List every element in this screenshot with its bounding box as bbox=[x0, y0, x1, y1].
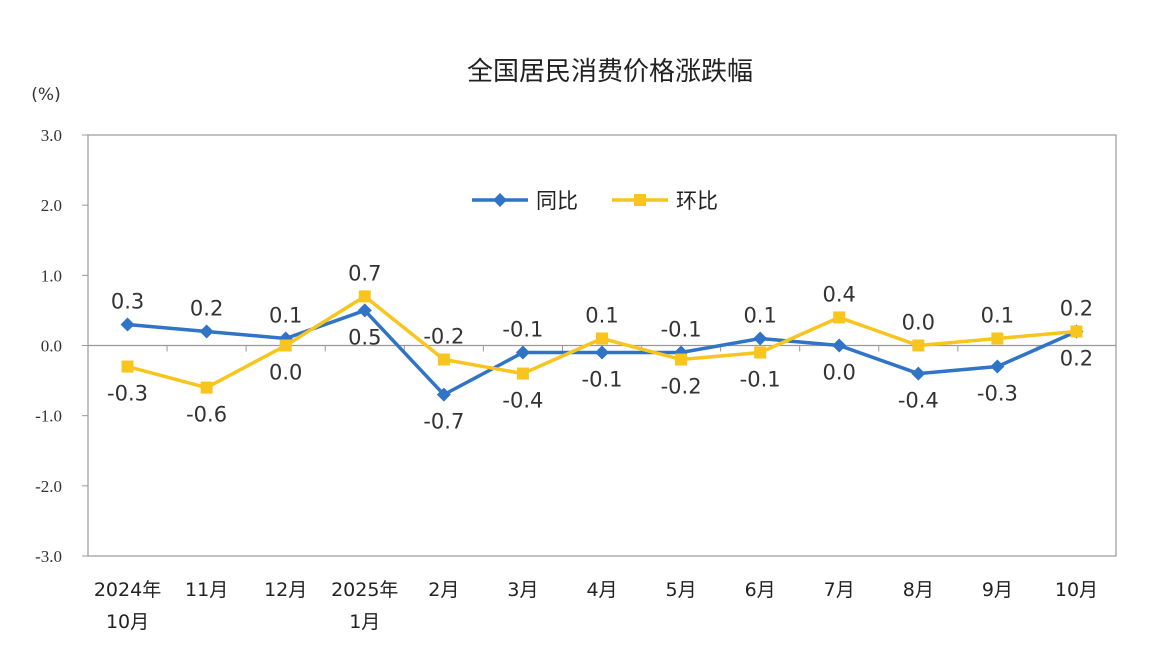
data-label: 0.7 bbox=[348, 261, 381, 285]
data-label: -0.6 bbox=[186, 403, 227, 427]
data-point bbox=[437, 353, 450, 366]
x-tick-label: 3月 bbox=[507, 579, 538, 601]
data-point bbox=[595, 345, 609, 360]
data-label: 0.1 bbox=[743, 303, 776, 327]
data-point bbox=[912, 339, 925, 352]
data-label: 0.3 bbox=[111, 289, 144, 313]
legend-marker bbox=[634, 194, 646, 206]
data-point bbox=[911, 366, 926, 381]
data-point bbox=[516, 367, 529, 380]
y-tick-label: -2.0 bbox=[35, 477, 62, 496]
x-tick-label: 12月 bbox=[264, 579, 307, 601]
data-label: 0.1 bbox=[269, 303, 302, 327]
y-tick-label: 1.0 bbox=[41, 266, 62, 285]
data-point bbox=[596, 332, 608, 345]
x-tick-label: 10月 bbox=[1055, 579, 1098, 601]
y-tick-label: 3.0 bbox=[41, 126, 62, 145]
x-tick-label: 11月 bbox=[185, 579, 228, 601]
data-point bbox=[753, 331, 768, 346]
y-axis-unit: (%) bbox=[31, 85, 60, 105]
x-tick-label: 2024年 bbox=[94, 579, 161, 601]
x-tick-label: 9月 bbox=[982, 579, 1013, 601]
data-label: -0.1 bbox=[661, 318, 702, 342]
data-point bbox=[991, 332, 1004, 345]
data-point bbox=[199, 324, 214, 339]
y-tick-label: 2.0 bbox=[41, 196, 62, 215]
data-label: 0.2 bbox=[1060, 296, 1093, 320]
data-point bbox=[436, 387, 451, 402]
y-tick-label: 0.0 bbox=[41, 337, 62, 356]
data-point bbox=[675, 353, 688, 366]
data-label: -0.3 bbox=[107, 382, 148, 406]
data-label: -0.2 bbox=[423, 325, 464, 349]
data-label: 0.4 bbox=[823, 282, 856, 306]
y-tick-label: -1.0 bbox=[35, 407, 62, 426]
x-tick-label: 2025年 bbox=[331, 579, 398, 601]
data-label: -0.1 bbox=[502, 318, 543, 342]
data-label: 0.0 bbox=[902, 311, 935, 335]
data-label: 0.1 bbox=[981, 303, 1014, 327]
data-label: 0.5 bbox=[348, 325, 381, 349]
data-point bbox=[1070, 325, 1083, 338]
data-point bbox=[358, 290, 371, 303]
x-tick-label: 7月 bbox=[824, 579, 855, 601]
legend-label: 环比 bbox=[676, 189, 718, 213]
data-label: -0.3 bbox=[977, 382, 1018, 406]
legend-label: 同比 bbox=[536, 189, 578, 213]
x-tick-label: 10月 bbox=[106, 611, 149, 633]
data-point bbox=[357, 303, 372, 318]
x-tick-label: 8月 bbox=[903, 579, 934, 601]
data-label: -0.4 bbox=[898, 389, 939, 413]
data-point bbox=[754, 346, 767, 359]
data-label: -0.7 bbox=[423, 410, 464, 434]
data-point bbox=[200, 381, 213, 394]
data-point bbox=[279, 339, 292, 352]
x-tick-label: 1月 bbox=[349, 611, 380, 633]
chart-title: 全国居民消费价格涨跌幅 bbox=[467, 57, 753, 87]
data-point bbox=[833, 311, 846, 324]
data-label: 0.2 bbox=[190, 296, 223, 320]
data-point bbox=[121, 360, 134, 373]
data-label: -0.2 bbox=[661, 375, 702, 399]
legend: 同比 环比 bbox=[472, 189, 718, 213]
data-point bbox=[120, 317, 135, 332]
data-label: 0.0 bbox=[269, 361, 302, 385]
x-tick-label: 4月 bbox=[586, 579, 617, 601]
data-label: 0.0 bbox=[823, 361, 856, 385]
data-label: 0.1 bbox=[585, 303, 618, 327]
data-point bbox=[990, 359, 1005, 374]
data-label: 0.2 bbox=[1060, 346, 1093, 370]
data-label: -0.4 bbox=[502, 389, 543, 413]
data-label: -0.1 bbox=[740, 368, 781, 392]
x-tick-label: 5月 bbox=[666, 579, 697, 601]
x-tick-label: 2月 bbox=[428, 579, 459, 601]
legend-marker bbox=[493, 193, 507, 207]
y-tick-label: -3.0 bbox=[35, 547, 62, 566]
data-point bbox=[832, 338, 847, 353]
data-point bbox=[515, 345, 530, 360]
x-tick-label: 6月 bbox=[745, 579, 776, 601]
data-label: -0.1 bbox=[582, 368, 623, 392]
